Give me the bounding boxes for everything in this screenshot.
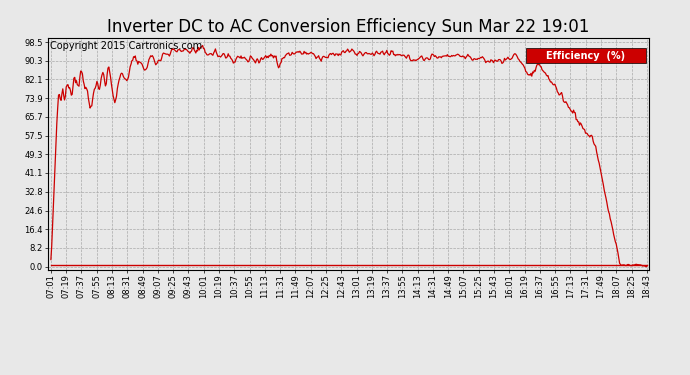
FancyBboxPatch shape bbox=[526, 48, 646, 63]
Text: Efficiency  (%): Efficiency (%) bbox=[546, 51, 625, 60]
Title: Inverter DC to AC Conversion Efficiency Sun Mar 22 19:01: Inverter DC to AC Conversion Efficiency … bbox=[107, 18, 590, 36]
Text: Copyright 2015 Cartronics.com: Copyright 2015 Cartronics.com bbox=[50, 41, 202, 51]
